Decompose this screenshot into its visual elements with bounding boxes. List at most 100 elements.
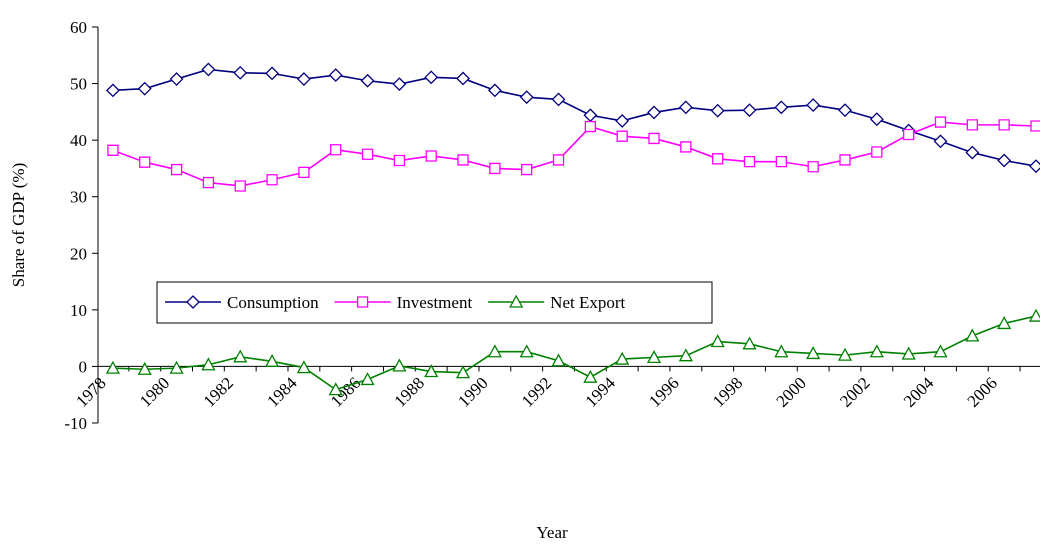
y-tick-label: 40 (70, 131, 87, 150)
legend-label: Investment (397, 293, 473, 312)
x-axis-label: Year (536, 523, 568, 542)
marker (838, 103, 852, 118)
marker (456, 71, 470, 86)
marker (455, 365, 471, 379)
x-tick-label: 1996 (645, 373, 682, 410)
marker (233, 349, 248, 363)
marker (328, 382, 343, 396)
marker (616, 130, 628, 142)
marker (519, 90, 534, 105)
x-tick-label: 1978 (72, 373, 109, 410)
marker (774, 100, 789, 115)
marker (360, 73, 375, 88)
marker (903, 128, 915, 141)
y-tick-label: 30 (70, 188, 87, 207)
y-axis-label: Share of GDP (%) (9, 163, 28, 287)
marker (392, 358, 407, 372)
marker (647, 105, 661, 120)
marker (551, 92, 566, 107)
marker (806, 346, 821, 360)
marker (615, 113, 630, 128)
x-tick-label: 2006 (964, 373, 1001, 410)
marker (871, 146, 883, 158)
marker (712, 153, 724, 165)
marker (1029, 159, 1040, 174)
x-tick-label: 1984 (263, 373, 301, 411)
marker (360, 372, 375, 386)
x-tick-label: 1992 (518, 373, 555, 410)
marker (615, 351, 630, 365)
marker (139, 156, 151, 168)
y-tick-label: 50 (70, 75, 87, 94)
marker (330, 144, 342, 156)
marker (997, 316, 1012, 330)
marker (742, 336, 757, 350)
marker (519, 344, 534, 358)
marker (186, 295, 200, 309)
marker (521, 163, 533, 176)
y-tick-label: 20 (70, 244, 87, 263)
marker (424, 364, 439, 378)
marker (1030, 120, 1040, 132)
marker (710, 334, 725, 348)
marker (965, 328, 980, 342)
marker (743, 155, 756, 168)
marker (356, 296, 369, 308)
marker (710, 103, 725, 118)
marker (266, 174, 278, 186)
x-tick-label: 2000 (773, 373, 810, 410)
marker (234, 180, 246, 192)
marker (169, 72, 184, 86)
marker (265, 66, 279, 81)
marker (1028, 308, 1040, 322)
series-line (112, 68, 1037, 167)
marker (806, 98, 821, 112)
marker (583, 108, 598, 123)
x-tick-label: 1998 (709, 373, 746, 410)
y-tick-label: 60 (70, 18, 87, 37)
marker (933, 344, 948, 358)
legend-label: Net Export (550, 293, 625, 312)
marker (509, 294, 524, 308)
marker (393, 154, 406, 167)
marker (807, 161, 819, 173)
x-tick-label: 1988 (391, 373, 428, 410)
marker (105, 83, 120, 98)
marker (965, 145, 980, 160)
x-tick-label: 2004 (900, 373, 938, 411)
marker (201, 357, 216, 371)
marker (424, 70, 439, 85)
marker (487, 344, 502, 358)
marker (678, 100, 693, 115)
marker (489, 162, 501, 175)
y-tick-label: 10 (70, 301, 87, 320)
y-tick-label: -10 (64, 414, 87, 433)
marker (202, 176, 215, 189)
marker (425, 150, 437, 162)
marker (584, 120, 597, 133)
marker (328, 68, 343, 83)
marker (646, 350, 662, 364)
legend: Consumption Investment Net Export (156, 281, 713, 324)
marker (170, 163, 183, 176)
marker (137, 361, 152, 375)
x-tick-label: 2002 (836, 373, 873, 410)
marker (169, 360, 184, 374)
marker (839, 154, 851, 166)
marker (901, 346, 916, 360)
marker (997, 153, 1012, 168)
marker (296, 360, 311, 374)
series-line (112, 315, 1037, 391)
marker (869, 344, 884, 358)
legend-label: Consumption (227, 293, 319, 312)
marker (583, 369, 598, 383)
marker (774, 344, 789, 358)
marker (233, 65, 248, 80)
marker (551, 353, 566, 367)
marker (933, 134, 948, 149)
marker (678, 348, 693, 362)
marker (680, 141, 692, 153)
marker (296, 72, 311, 86)
